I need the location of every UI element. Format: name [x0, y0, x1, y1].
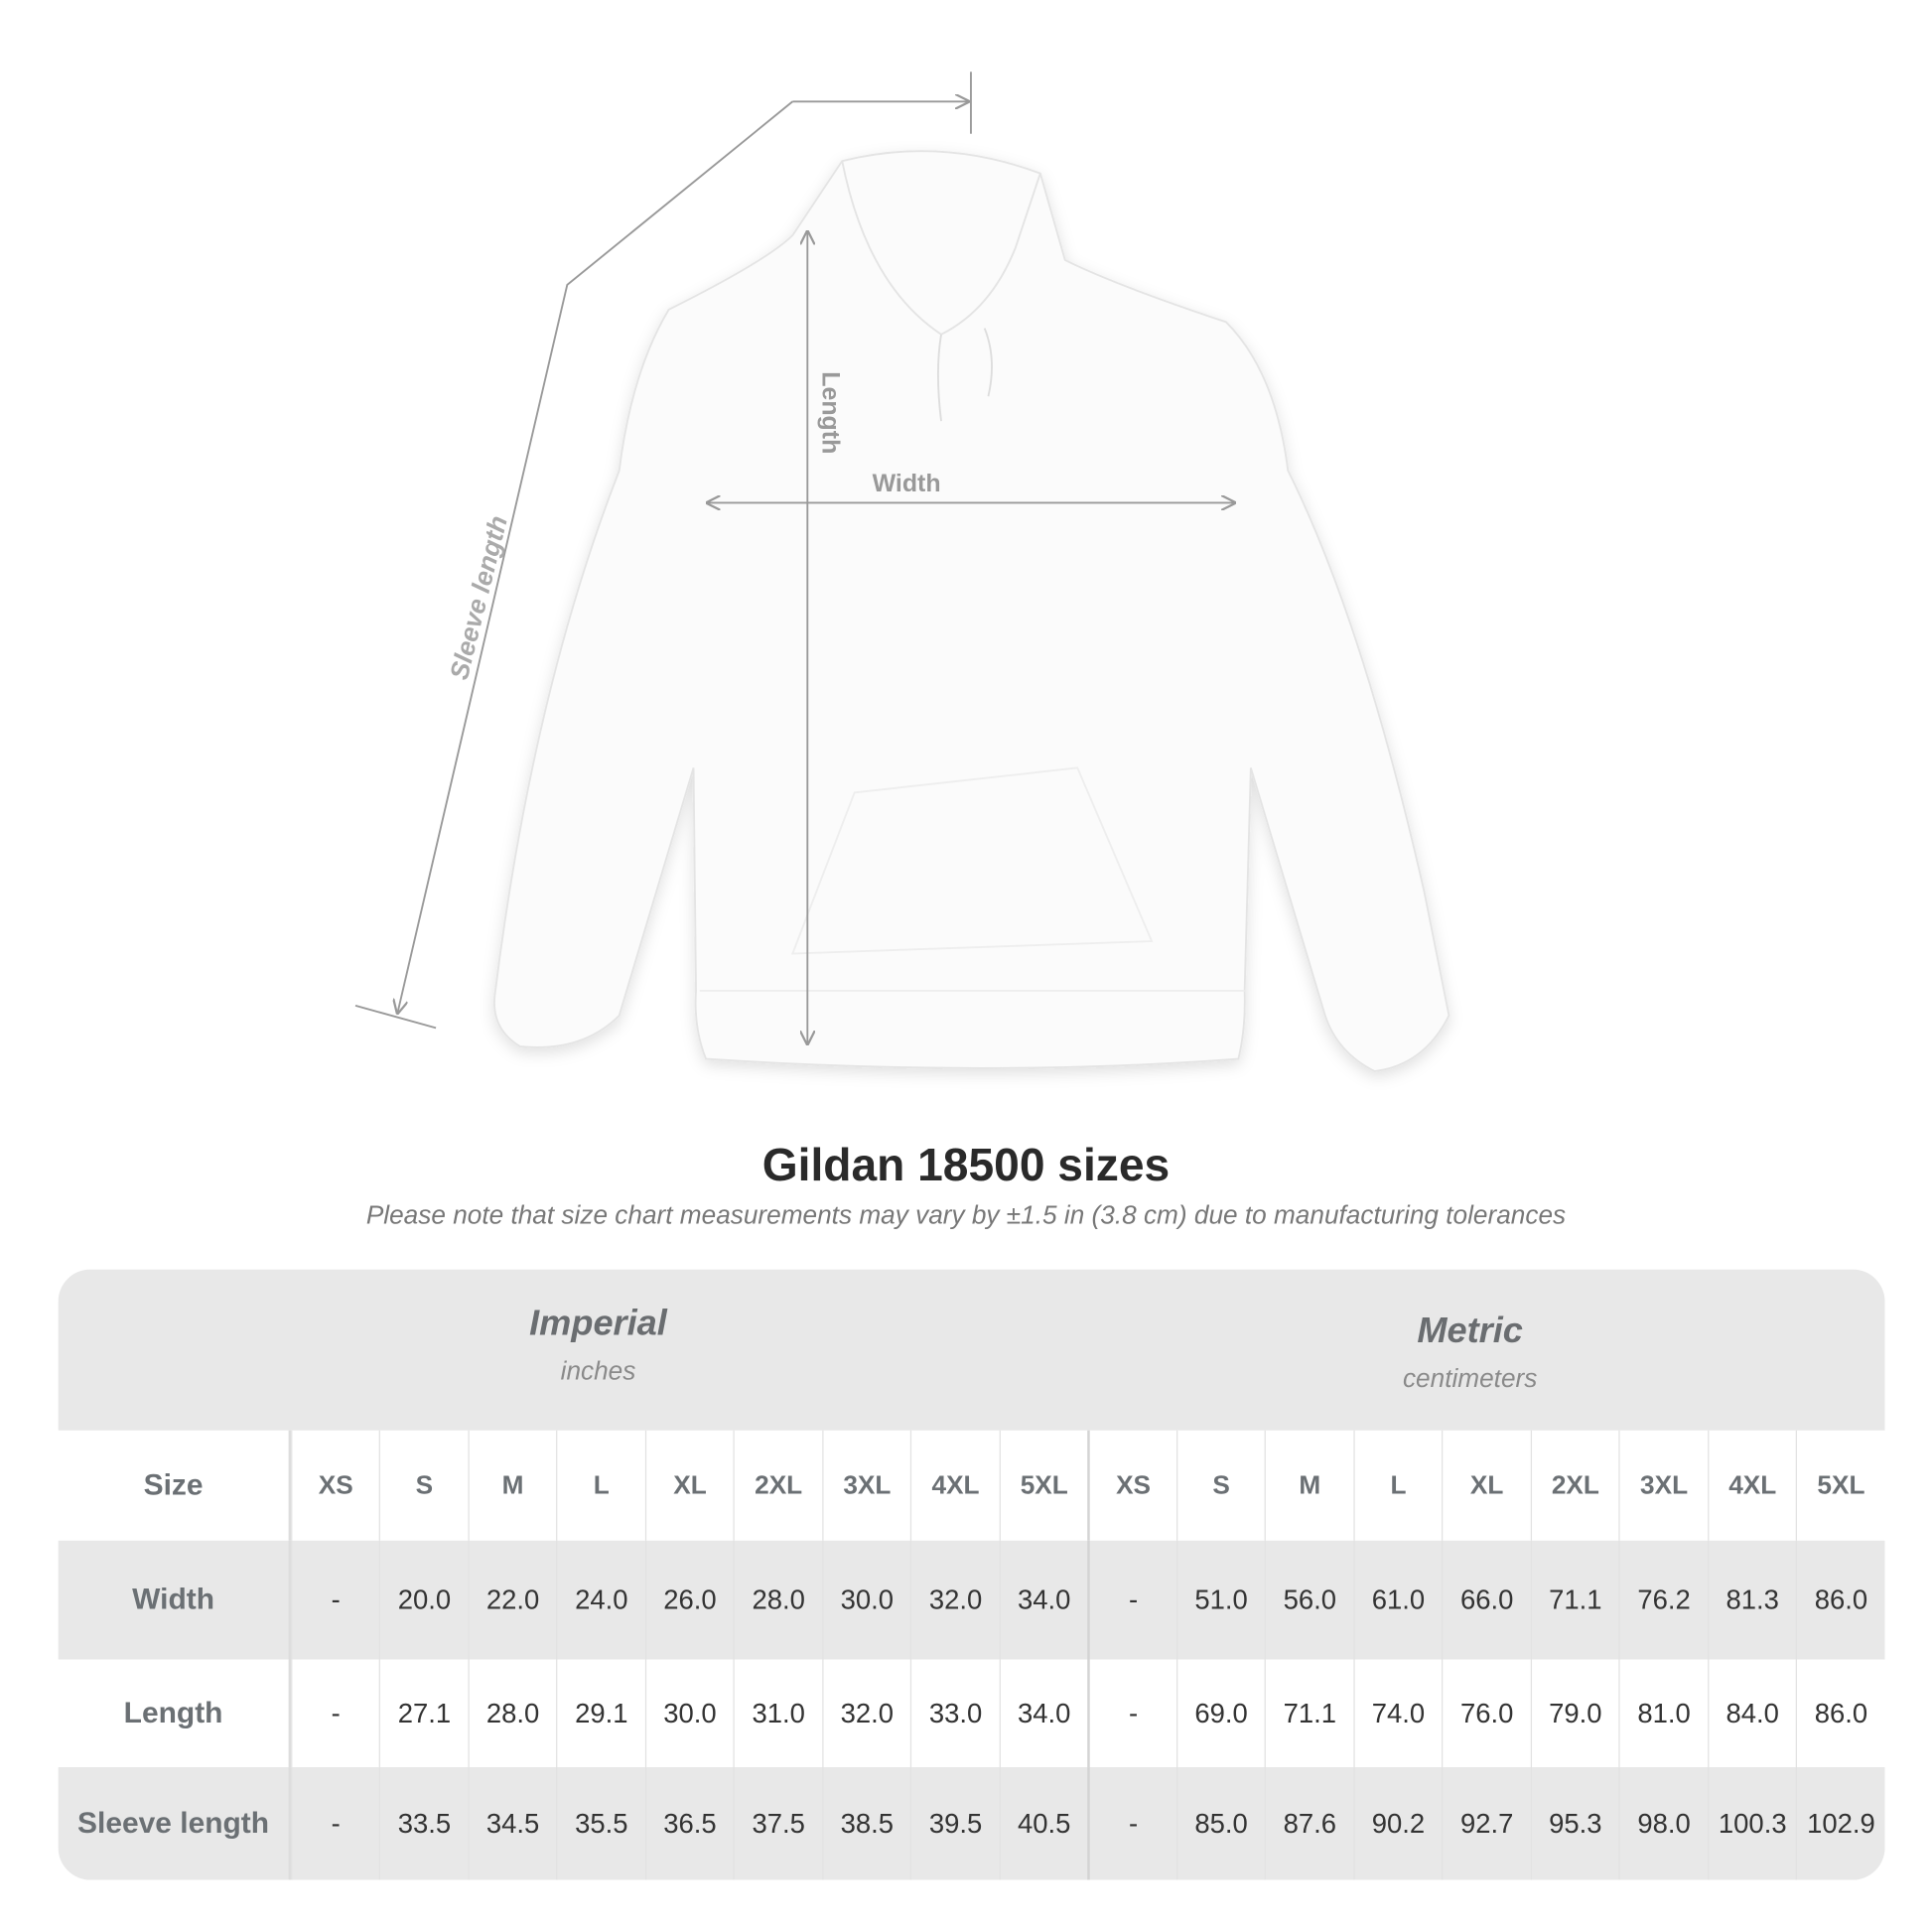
row-label: Width [59, 1540, 292, 1660]
metric-value-cell: 86.0 [1796, 1659, 1884, 1768]
hoodie-image [493, 150, 1450, 1072]
imperial-value-cell: 30.0 [822, 1540, 910, 1660]
imperial-header: Imperial inches [350, 1305, 846, 1388]
size-metric-s: S [1175, 1430, 1265, 1541]
imperial-value-cell: 26.0 [644, 1540, 734, 1660]
metric-value-cell: 66.0 [1442, 1540, 1530, 1660]
size-metric-2xl: 2XL [1530, 1430, 1619, 1541]
table-row: Length -27.1 28.0 29.1 30.0 31.0 32.0 33.0 34.0-… [59, 1659, 1885, 1768]
size-imperial-m: M [468, 1430, 556, 1541]
imperial-value-cell: 20.0 [379, 1540, 468, 1660]
imperial-value-cell: - [291, 1767, 379, 1880]
imperial-value-cell: 28.0 [468, 1659, 556, 1768]
imperial-value-cell: 22.0 [468, 1540, 556, 1660]
imperial-value-cell: 38.5 [822, 1767, 910, 1880]
imperial-value-cell: 33.0 [910, 1659, 999, 1768]
imperial-value-cell: - [291, 1659, 379, 1768]
imperial-value-cell: 28.0 [733, 1540, 822, 1660]
metric-value-cell: 69.0 [1175, 1659, 1265, 1768]
imperial-title: Imperial [529, 1304, 667, 1344]
imperial-value-cell: - [291, 1540, 379, 1660]
sleeve-length-label: Sleeve length [444, 512, 513, 682]
imperial-value-cell: 33.5 [379, 1767, 468, 1880]
row-label: Length [59, 1659, 292, 1768]
metric-value-cell: - [1087, 1767, 1176, 1880]
size-table: Imperial inches Metric centimeters Size X… [58, 1269, 1885, 1880]
size-header-row: Size XS S M L XL 2XL 3XL 4XL 5XL XS S M L XL 2XL 3XL 4XL 5… [59, 1430, 1885, 1541]
size-imperial-s: S [379, 1430, 468, 1541]
table-row: Sleeve length -33.5 34.5 35.5 36.5 37.5 38.5 39… [58, 1767, 1885, 1880]
size-metric-m: M [1265, 1430, 1353, 1541]
imperial-value-cell: 32.0 [822, 1659, 910, 1768]
size-metric-xs: XS [1087, 1430, 1176, 1541]
measure-lines [354, 71, 1235, 1043]
metric-value-cell: 98.0 [1618, 1767, 1708, 1880]
metric-title: Metric [1417, 1311, 1523, 1351]
imperial-unit: inches [560, 1357, 636, 1386]
metric-value-cell: - [1087, 1540, 1176, 1660]
size-metric-xl: XL [1442, 1430, 1530, 1541]
size-imperial-l: L [556, 1430, 645, 1541]
metric-value-cell: 61.0 [1353, 1540, 1442, 1660]
imperial-value-cell: 27.1 [379, 1659, 468, 1768]
metric-value-cell: 76.0 [1442, 1659, 1530, 1768]
metric-value-cell: 56.0 [1265, 1540, 1353, 1660]
table-row: Width -20.0 22.0 24.0 26.0 28.0 30.0 32.0 34.0-5… [58, 1540, 1885, 1660]
metric-value-cell: 81.0 [1618, 1659, 1708, 1768]
imperial-value-cell: 34.0 [999, 1540, 1088, 1660]
row-label: Sleeve length [59, 1767, 292, 1880]
metric-value-cell: 79.0 [1530, 1659, 1619, 1768]
imperial-value-cell: 36.5 [644, 1767, 734, 1880]
imperial-value-cell: 39.5 [910, 1767, 999, 1880]
metric-unit: centimeters [1402, 1364, 1538, 1394]
table-header: Imperial inches Metric centimeters [58, 1269, 1885, 1431]
metric-value-cell: 84.0 [1708, 1659, 1796, 1768]
metric-value-cell: 71.1 [1265, 1659, 1353, 1768]
metric-value-cell: 81.3 [1708, 1540, 1796, 1660]
metric-value-cell: 95.3 [1530, 1767, 1619, 1880]
size-metric-3xl: 3XL [1618, 1430, 1708, 1541]
imperial-value-cell: 37.5 [733, 1767, 822, 1880]
imperial-value-cell: 34.5 [468, 1767, 556, 1880]
imperial-value-cell: 31.0 [733, 1659, 822, 1768]
metric-value-cell: 87.6 [1265, 1767, 1353, 1880]
metric-value-cell: - [1087, 1659, 1176, 1768]
imperial-value-cell: 32.0 [910, 1540, 999, 1660]
metric-value-cell: 85.0 [1175, 1767, 1265, 1880]
size-imperial-xl: XL [644, 1430, 734, 1541]
width-label: Width [873, 470, 941, 497]
metric-value-cell: 86.0 [1796, 1540, 1884, 1660]
metric-value-cell: 74.0 [1353, 1659, 1442, 1768]
size-imperial-5xl: 5XL [999, 1430, 1088, 1541]
hoodie-diagram: Sleeve length Length Width [354, 71, 1450, 1072]
metric-value-cell: 71.1 [1530, 1540, 1619, 1660]
imperial-value-cell: 30.0 [644, 1659, 734, 1768]
metric-value-cell: 76.2 [1618, 1540, 1708, 1660]
size-imperial-2xl: 2XL [733, 1430, 822, 1541]
metric-value-cell: 92.7 [1442, 1767, 1530, 1880]
metric-value-cell: 51.0 [1175, 1540, 1265, 1660]
size-metric-5xl: 5XL [1796, 1430, 1884, 1541]
size-imperial-3xl: 3XL [822, 1430, 910, 1541]
size-label: Size [59, 1430, 292, 1541]
size-metric-l: L [1353, 1430, 1442, 1541]
metric-value-cell: 90.2 [1353, 1767, 1442, 1880]
size-imperial-xs: XS [291, 1430, 379, 1541]
page-title: Gildan 18500 sizes [761, 1139, 1171, 1190]
imperial-value-cell: 34.0 [999, 1659, 1088, 1768]
size-metric-4xl: 4XL [1708, 1430, 1796, 1541]
length-label: Length [816, 371, 844, 454]
metric-value-cell: 102.9 [1796, 1767, 1884, 1880]
imperial-value-cell: 24.0 [556, 1540, 645, 1660]
imperial-value-cell: 40.5 [999, 1767, 1088, 1880]
tolerance-note: Please note that size chart measurements… [365, 1200, 1567, 1230]
metric-header: Metric centimeters [1222, 1311, 1718, 1395]
size-imperial-4xl: 4XL [910, 1430, 999, 1541]
imperial-value-cell: 35.5 [556, 1767, 645, 1880]
imperial-value-cell: 29.1 [556, 1659, 645, 1768]
metric-value-cell: 100.3 [1708, 1767, 1796, 1880]
